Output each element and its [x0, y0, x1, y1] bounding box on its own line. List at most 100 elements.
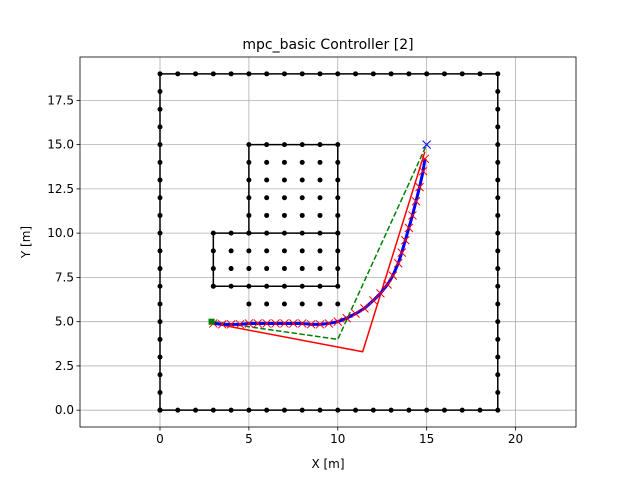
series-marker	[264, 230, 270, 236]
series-marker	[244, 319, 254, 328]
series-marker	[335, 266, 341, 272]
series-marker	[208, 318, 215, 325]
series-marker	[226, 319, 236, 329]
series-marker	[370, 407, 376, 413]
y-tick-label: 15.0	[47, 138, 74, 152]
series-marker	[235, 319, 245, 329]
series-marker	[262, 319, 272, 328]
series-marker	[157, 407, 163, 413]
series-marker	[228, 266, 234, 272]
series-marker	[317, 159, 323, 165]
series-marker	[299, 195, 305, 201]
series-marker	[264, 301, 270, 307]
series-marker	[299, 71, 305, 77]
series-marker	[264, 283, 270, 289]
series-marker	[335, 230, 341, 236]
series-marker	[246, 71, 252, 77]
series-marker	[264, 212, 270, 218]
series-marker	[383, 280, 392, 289]
series-marker	[210, 407, 216, 413]
series-marker	[335, 248, 341, 254]
series-marker	[281, 230, 287, 236]
x-tick-label: 0	[156, 432, 164, 446]
series-marker	[297, 319, 307, 328]
series-marker	[495, 372, 501, 378]
series-marker	[157, 106, 163, 112]
series-marker	[246, 266, 252, 272]
series-marker	[317, 301, 323, 307]
series-marker	[415, 182, 424, 192]
series-marker	[317, 283, 323, 289]
series-marker	[335, 142, 341, 148]
series-marker	[495, 230, 501, 236]
y-tick-label: 12.5	[47, 182, 74, 196]
series-marker	[210, 248, 216, 254]
series-marker	[420, 154, 430, 164]
series-marker	[246, 301, 252, 307]
series-marker	[157, 159, 163, 165]
series-marker	[422, 140, 432, 149]
series-marker	[281, 71, 287, 77]
series-marker	[299, 283, 305, 289]
series-marker	[246, 407, 252, 413]
series-marker	[418, 166, 428, 176]
series-marker	[353, 407, 359, 413]
series-marker	[495, 248, 501, 254]
series-marker	[264, 159, 270, 165]
series-marker	[210, 283, 216, 289]
series-marker	[228, 71, 234, 77]
series-marker	[281, 195, 287, 201]
series-marker	[351, 309, 360, 319]
series-marker	[317, 407, 323, 413]
series-marker	[388, 71, 394, 77]
series-marker	[495, 106, 501, 112]
series-marker	[228, 248, 234, 254]
series-marker	[228, 407, 234, 413]
series-marker	[193, 71, 199, 77]
series-marker	[335, 159, 341, 165]
x-tick-label: 5	[245, 432, 253, 446]
series-marker	[281, 301, 287, 307]
series-marker	[441, 407, 447, 413]
series-marker	[157, 212, 163, 218]
series-marker	[495, 407, 501, 413]
series-marker	[459, 407, 465, 413]
x-tick-label: 15	[419, 432, 434, 446]
series-marker	[281, 212, 287, 218]
series-marker	[281, 142, 287, 148]
series-marker	[424, 71, 430, 77]
series-marker	[324, 319, 334, 328]
series-marker	[368, 296, 378, 305]
series-marker	[264, 71, 270, 77]
series-marker	[495, 124, 501, 130]
series-marker	[353, 71, 359, 77]
series-marker	[157, 248, 163, 254]
series-marker	[317, 230, 323, 236]
series-line	[213, 144, 428, 341]
series-marker	[317, 195, 323, 201]
series-marker	[246, 177, 252, 183]
series-marker	[495, 195, 501, 201]
series-marker	[264, 266, 270, 272]
series-marker	[157, 124, 163, 130]
series-marker	[299, 301, 305, 307]
series-marker	[477, 407, 483, 413]
series-marker	[281, 159, 287, 165]
series-marker	[288, 319, 298, 328]
series-marker	[495, 266, 501, 272]
series-marker	[246, 248, 252, 254]
series-marker	[299, 266, 305, 272]
series-marker	[157, 266, 163, 272]
series-marker	[299, 142, 305, 148]
series-marker	[306, 319, 316, 329]
series-marker	[281, 407, 287, 413]
series-marker	[495, 319, 501, 325]
chart-title: mpc_basic Controller [2]	[242, 37, 413, 53]
series-marker	[441, 71, 447, 77]
series-marker	[388, 407, 394, 413]
series-marker	[411, 196, 421, 206]
series-marker	[264, 195, 270, 201]
series-marker	[157, 195, 163, 201]
